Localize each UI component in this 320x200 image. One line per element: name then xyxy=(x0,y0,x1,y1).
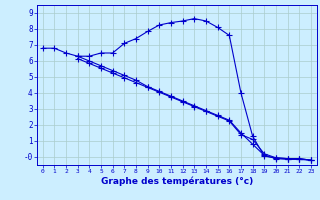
X-axis label: Graphe des températures (°c): Graphe des températures (°c) xyxy=(101,177,253,186)
